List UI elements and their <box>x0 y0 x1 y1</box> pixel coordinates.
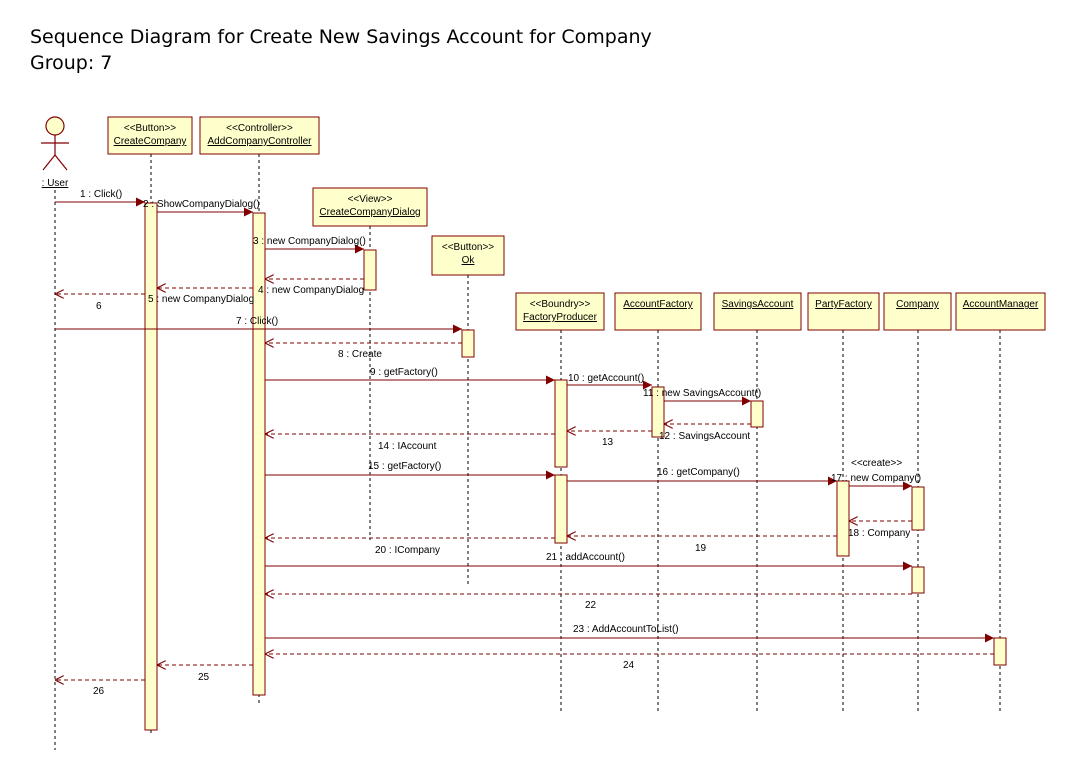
message-label: 9 : getFactory() <box>370 367 438 378</box>
lifeline-head-co: Company <box>883 292 952 331</box>
message-label: 15 : getFactory() <box>368 461 441 472</box>
message-label: 5 : new CompanyDialog <box>148 294 254 305</box>
lifeline-head-ok: <<Button>> Ok <box>431 235 505 276</box>
lifeline-name: Company <box>896 299 939 310</box>
message-label: 16 : getCompany() <box>657 467 740 478</box>
message-label: 24 <box>623 660 635 671</box>
lifeline-name: Ok <box>462 255 476 266</box>
lifeline-head-am: AccountManager <box>955 292 1046 331</box>
message-label: 10 : getAccount() <box>568 373 644 384</box>
message-label: 14 : IAccount <box>378 441 437 452</box>
activation-bar <box>461 329 475 358</box>
message-label: 2 : ShowCompanyDialog() <box>143 199 260 210</box>
lifeline-head-af: AccountFactory <box>614 292 702 331</box>
diagram-title: Sequence Diagram for Create New Savings … <box>30 26 652 48</box>
lifeline-head-view: <<View>> CreateCompanyDialog <box>312 187 428 227</box>
activation-bar <box>911 566 925 594</box>
activation-bar <box>993 637 1007 666</box>
lifeline-name: FactoryProducer <box>523 312 598 323</box>
message-label: 18 : Company <box>848 528 910 539</box>
activation-bar <box>363 249 377 291</box>
lifeline-name: CreateCompanyDialog <box>319 207 420 218</box>
message-label: 25 <box>198 672 210 683</box>
message-label: 21 : addAccount() <box>546 552 625 563</box>
message-label: 17 : new Company() <box>831 473 921 484</box>
activation-bar <box>144 202 158 731</box>
lifeline-stereotype: <<Boundry>> <box>530 299 591 310</box>
lifeline-head-btn: <<Button>> CreateCompany <box>107 116 193 155</box>
lifeline-stereotype: <<Controller>> <box>226 123 293 134</box>
lifeline-name: PartyFactory <box>815 299 872 310</box>
activation-bar <box>651 386 665 438</box>
message-label: 12 : SavingsAccount <box>659 431 750 442</box>
message-label: 13 <box>602 437 614 448</box>
lifeline-name: AccountFactory <box>623 299 692 310</box>
create-stereotype: <<create>> <box>851 458 902 469</box>
actor-user-label: : User <box>42 178 69 189</box>
lifeline-head-pf: PartyFactory <box>807 292 880 331</box>
lifeline-head-sa: SavingsAccount <box>713 292 802 331</box>
lifeline-name: SavingsAccount <box>722 299 794 310</box>
lifeline-stereotype: <<Button>> <box>442 242 494 253</box>
lifeline-name: AddCompanyController <box>208 136 313 147</box>
activation-bar <box>911 486 925 531</box>
message-label: 20 : ICompany <box>375 545 440 556</box>
message-label: 22 <box>585 600 597 611</box>
message-label: 7 : Click() <box>236 316 278 327</box>
activation-bar <box>252 212 266 696</box>
lifeline-head-ctrl: <<Controller>> AddCompanyController <box>199 116 320 155</box>
group-label: Group: 7 <box>30 52 113 74</box>
lifeline-head-fp: <<Boundry>> FactoryProducer <box>515 292 605 331</box>
activation-bar <box>836 480 850 557</box>
activation-bar <box>750 400 764 428</box>
lifeline-stereotype: <<View>> <box>348 194 393 205</box>
message-label: 26 <box>93 686 105 697</box>
message-label: 3 : new CompanyDialog() <box>253 236 366 247</box>
message-label: 4 : new CompanyDialog <box>258 285 364 296</box>
message-label: 6 <box>96 301 102 312</box>
message-label: 11 : new SavingsAccount() <box>643 388 761 399</box>
message-label: 19 <box>695 543 707 554</box>
lifeline-stereotype: <<Button>> <box>124 123 176 134</box>
activation-bar <box>554 379 568 468</box>
message-label: 8 : Create <box>338 349 382 360</box>
message-label: 23 : AddAccountToList() <box>573 624 679 635</box>
lifeline-name: AccountManager <box>963 299 1039 310</box>
actor-user-icon <box>41 116 69 171</box>
lifeline-name: CreateCompany <box>114 136 187 147</box>
activation-bar <box>554 474 568 544</box>
message-label: 1 : Click() <box>80 189 122 200</box>
